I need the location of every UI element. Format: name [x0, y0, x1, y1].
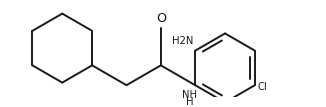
Text: O: O [156, 12, 166, 25]
Text: NH: NH [182, 90, 197, 100]
Text: H2N: H2N [172, 36, 193, 46]
Text: H: H [186, 97, 193, 107]
Text: Cl: Cl [258, 82, 267, 92]
